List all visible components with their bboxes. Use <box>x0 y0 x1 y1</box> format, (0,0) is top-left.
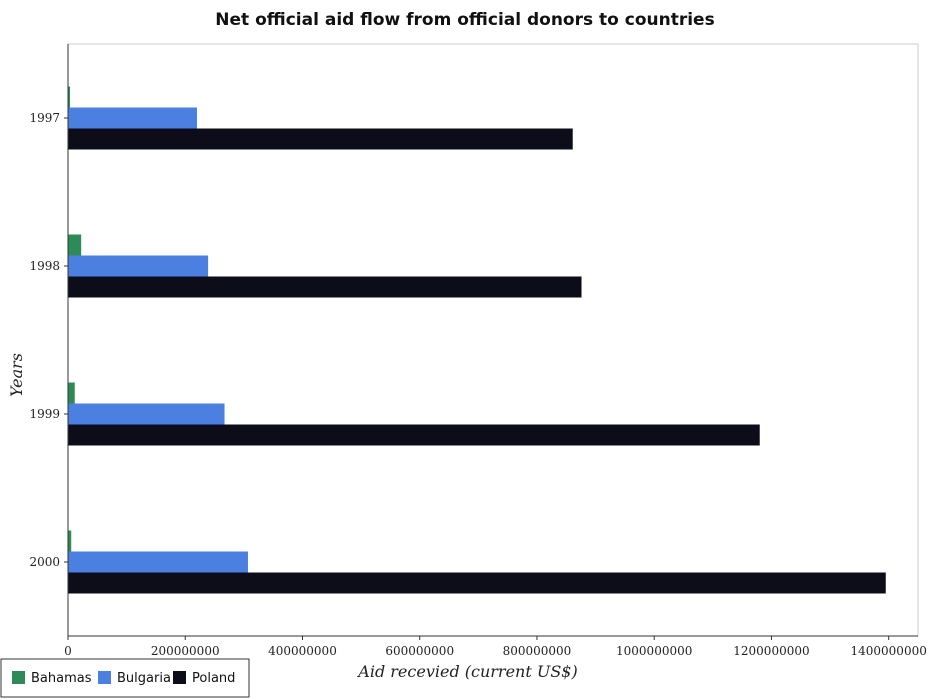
legend-box <box>0 658 250 698</box>
bar-bulgaria-2000 <box>68 551 248 573</box>
x-tick-label: 1400000000 <box>851 644 927 658</box>
x-tick-label: 1200000000 <box>733 644 809 658</box>
bar-bulgaria-1998 <box>68 255 209 277</box>
x-tick-label: 0 <box>64 644 72 658</box>
y-tick-label: 1998 <box>29 259 60 273</box>
legend: Bahamas Bulgaria Poland <box>0 658 250 698</box>
bar-bahamas-1999 <box>68 382 75 404</box>
legend-label-poland: Poland <box>192 671 235 686</box>
bar-bahamas-2000 <box>68 530 72 552</box>
plot-area <box>67 43 919 637</box>
x-tick-label: 400000000 <box>268 644 337 658</box>
bar-poland-1999 <box>68 424 760 446</box>
legend-swatch-bahamas <box>12 671 25 684</box>
chart-title: Net official aid flow from official dono… <box>215 10 714 30</box>
bar-poland-1997 <box>68 128 573 150</box>
y-tick-label: 1999 <box>29 407 60 421</box>
x-tick-label: 200000000 <box>151 644 220 658</box>
x-axis: 0 200000000 400000000 600000000 800000000 100… <box>64 635 927 658</box>
x-tick-label: 800000000 <box>503 644 572 658</box>
y-axis-label: Years <box>7 353 26 397</box>
legend-swatch-poland <box>173 671 186 684</box>
x-axis-label: Aid recevied (current US$) <box>356 662 577 681</box>
x-tick-label: 600000000 <box>385 644 454 658</box>
legend-swatch-bulgaria <box>98 671 111 684</box>
bar-bulgaria-1999 <box>68 403 225 425</box>
bar-poland-2000 <box>68 572 886 594</box>
bar-poland-1998 <box>68 276 582 298</box>
y-axis: 1997 1998 1999 2000 <box>29 44 69 636</box>
y-tick-label: 2000 <box>29 555 60 569</box>
bar-bahamas-1997 <box>68 86 71 108</box>
y-tick-label: 1997 <box>29 111 60 125</box>
bar-bulgaria-1997 <box>68 107 197 129</box>
bar-bahamas-1998 <box>68 234 82 256</box>
legend-label-bulgaria: Bulgaria <box>117 671 171 686</box>
legend-label-bahamas: Bahamas <box>31 671 92 686</box>
x-tick-label: 1000000000 <box>616 644 692 658</box>
